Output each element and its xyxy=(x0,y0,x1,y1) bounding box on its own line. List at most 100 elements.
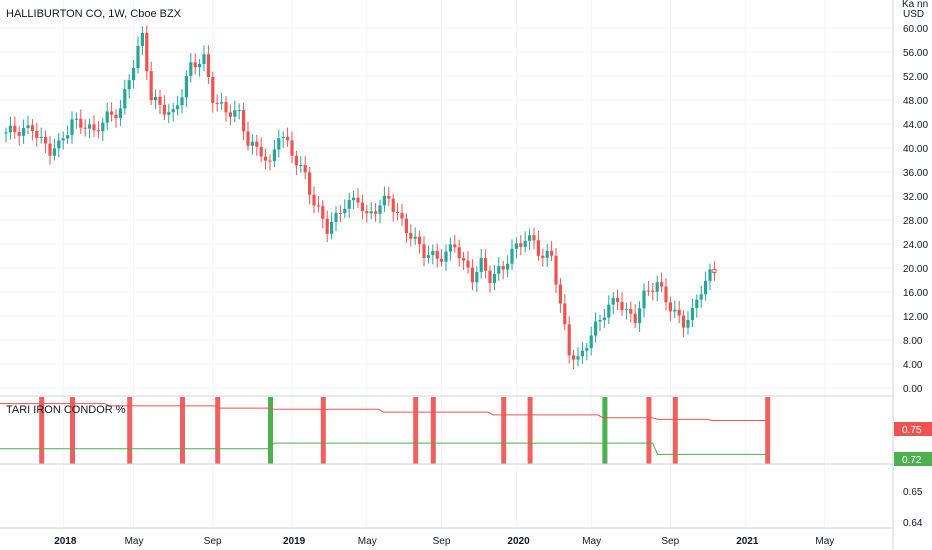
candle xyxy=(312,186,316,214)
candle xyxy=(264,148,268,170)
y-tick-label: 36.00 xyxy=(903,168,928,179)
x-tick-label: May xyxy=(125,536,144,547)
candle xyxy=(13,116,17,139)
candle xyxy=(492,264,496,291)
chart-title: HALLIBURTON CO, 1W, Cboe BZX xyxy=(6,8,182,20)
candle xyxy=(519,235,523,256)
candle xyxy=(105,102,109,131)
indicator-green-value-badge xyxy=(894,452,932,466)
signal-bar xyxy=(430,397,436,464)
signal-bar xyxy=(320,397,326,464)
candle xyxy=(8,116,12,140)
candle xyxy=(294,150,298,175)
candle xyxy=(550,241,554,261)
price-axis[interactable]: 60.00 56.00 52.00 48.00 44.00 40.00 36.00 32.00… xyxy=(903,24,928,529)
candle xyxy=(528,228,532,251)
candle xyxy=(651,282,655,301)
candle xyxy=(426,245,430,264)
candle xyxy=(712,261,717,281)
candle xyxy=(506,255,510,278)
candle xyxy=(158,89,162,115)
candle xyxy=(668,296,672,321)
indicator-red-value: 0.75 xyxy=(902,425,922,436)
indicator-green-value: 0.72 xyxy=(902,455,922,466)
y-tick-label: 8.00 xyxy=(903,336,923,347)
candle xyxy=(171,102,175,122)
time-axis[interactable]: Sep2018MaySep2019MaySep2020MaySep2021May xyxy=(0,536,834,547)
candle xyxy=(611,291,615,315)
y-tick-label: 16.00 xyxy=(903,288,928,299)
candle xyxy=(255,134,259,156)
indicator-tick-label: 0.64 xyxy=(903,518,923,529)
candle xyxy=(35,123,39,147)
y-tick-label: 52.00 xyxy=(903,72,928,83)
candle xyxy=(598,314,602,332)
candle xyxy=(286,127,290,147)
candle xyxy=(580,342,584,364)
candle xyxy=(114,109,118,128)
candle xyxy=(215,94,219,112)
candle xyxy=(682,310,686,338)
signal-bar xyxy=(215,397,221,464)
candle xyxy=(541,248,545,267)
candle xyxy=(576,347,580,367)
candle xyxy=(118,99,122,127)
candle xyxy=(30,119,34,141)
candle xyxy=(422,236,426,267)
candle xyxy=(646,281,650,296)
candle xyxy=(567,316,571,364)
y-tick-label: 40.00 xyxy=(903,144,928,155)
candle xyxy=(101,117,105,141)
y-tick-label: 60.00 xyxy=(903,24,928,35)
x-tick-label: 2018 xyxy=(54,536,77,547)
y-tick-label: 24.00 xyxy=(903,240,928,251)
candle xyxy=(475,266,479,292)
y-tick-label: 0.00 xyxy=(903,384,923,395)
candle xyxy=(233,100,237,123)
signal-bar xyxy=(413,397,419,464)
candle xyxy=(228,104,232,126)
candle xyxy=(708,263,712,291)
candle xyxy=(220,92,224,110)
candle xyxy=(167,104,171,124)
candle xyxy=(391,193,395,222)
candle xyxy=(396,203,400,221)
candle xyxy=(453,234,457,253)
price-candles xyxy=(4,25,717,370)
candle xyxy=(272,140,276,168)
y-tick-label: 44.00 xyxy=(903,120,928,131)
signal-bar xyxy=(765,397,771,464)
indicator-signal-bars xyxy=(39,397,771,464)
candle xyxy=(39,127,43,144)
candle xyxy=(572,349,576,370)
candle xyxy=(145,25,149,80)
candle xyxy=(638,301,642,333)
candle xyxy=(409,224,413,247)
candle xyxy=(246,121,250,151)
candle xyxy=(88,118,92,139)
candle xyxy=(470,259,474,291)
candle xyxy=(690,298,694,327)
candle xyxy=(418,230,422,254)
candle xyxy=(660,272,664,293)
candle xyxy=(4,127,8,142)
y-tick-label: 20.00 xyxy=(903,264,928,275)
candle xyxy=(92,115,96,137)
y-tick-label: 48.00 xyxy=(903,96,928,107)
candle xyxy=(338,205,342,223)
candle xyxy=(365,204,369,223)
candle xyxy=(457,239,461,267)
candle xyxy=(176,95,180,116)
candle xyxy=(198,59,202,77)
candle xyxy=(404,213,408,243)
candle xyxy=(26,115,30,135)
candle xyxy=(123,79,127,115)
candle xyxy=(466,251,470,274)
candle xyxy=(594,312,598,343)
signal-bar xyxy=(180,397,185,464)
candle xyxy=(532,227,536,250)
candle xyxy=(686,310,690,335)
candle xyxy=(642,283,646,318)
candle xyxy=(74,112,78,129)
candle xyxy=(501,260,505,280)
